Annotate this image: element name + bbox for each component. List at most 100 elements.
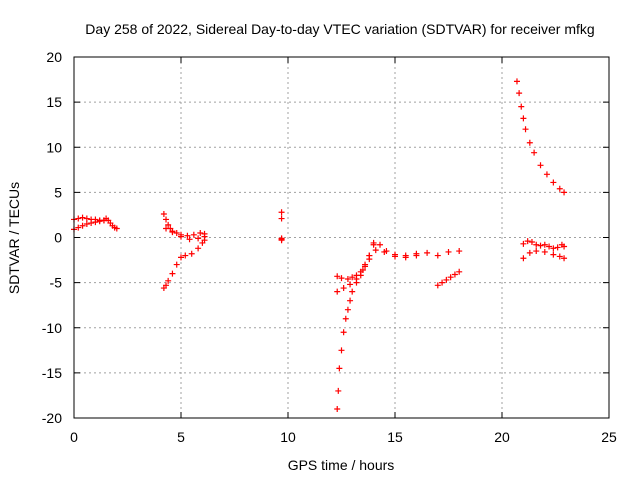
data-point [537, 162, 544, 169]
data-point [195, 235, 202, 242]
data-point [165, 277, 172, 284]
data-point [349, 288, 356, 295]
data-point [165, 221, 172, 228]
series-arc-17h [434, 268, 463, 289]
series-arc-21h-flat [520, 238, 568, 252]
data-point [531, 149, 538, 156]
data-point [443, 276, 450, 283]
y-tick-label: -10 [42, 320, 62, 336]
data-point [336, 365, 343, 372]
data-point [338, 347, 345, 354]
y-tick-label: 20 [46, 49, 62, 65]
data-point [434, 282, 441, 289]
data-point [340, 285, 347, 292]
data-point [541, 248, 548, 255]
data-point [186, 236, 193, 243]
data-point [349, 274, 356, 281]
y-tick-label: 15 [46, 94, 62, 110]
data-point [561, 189, 568, 196]
data-point [96, 218, 103, 225]
data-point [347, 281, 354, 288]
x-tick-label: 20 [494, 429, 510, 445]
series-arc-04h-mid [163, 225, 208, 243]
data-point [413, 250, 420, 257]
data-point [526, 139, 533, 146]
data-point [338, 275, 345, 282]
data-point [178, 254, 184, 261]
series-arc-12h-deep [334, 241, 377, 412]
data-point [334, 273, 341, 280]
data-point [556, 253, 563, 260]
axis-ticks: 0 5 10 15 20 25 -20 -15 -10 -5 0 5 10 15 20 [42, 49, 617, 445]
y-tick-label: 5 [54, 184, 62, 200]
data-point [163, 216, 170, 223]
data-point [372, 247, 379, 254]
data-point [178, 233, 184, 240]
data-point [550, 245, 557, 252]
data-point [392, 251, 398, 258]
data-point [546, 243, 553, 250]
data-point [513, 78, 520, 85]
series-arc-09h [278, 209, 285, 244]
data-point [344, 306, 351, 313]
data-point [550, 179, 557, 186]
data-point [543, 171, 550, 178]
data-point [83, 215, 90, 222]
data-point [456, 268, 463, 275]
data-point [561, 255, 568, 262]
data-point [173, 229, 180, 236]
data-point [353, 276, 360, 283]
data-point [424, 249, 431, 256]
data-point [556, 185, 563, 192]
data-point [342, 315, 349, 322]
data-point [340, 329, 347, 336]
data-point [554, 244, 561, 251]
y-tick-label: -5 [50, 275, 63, 291]
data-point [173, 261, 180, 268]
data-point [526, 249, 533, 256]
data-point [88, 220, 95, 227]
data-point [518, 103, 525, 110]
data-point [188, 250, 195, 257]
data-point [537, 242, 544, 249]
x-tick-label: 25 [601, 429, 617, 445]
data-point [520, 115, 527, 122]
data-point [163, 225, 170, 232]
data-point [451, 271, 458, 278]
data-point [533, 241, 540, 248]
grid-lines [74, 57, 609, 418]
data-point [334, 288, 341, 295]
data-point [190, 231, 197, 238]
data-point [445, 248, 452, 255]
data-point [439, 279, 446, 286]
data-point [334, 405, 341, 412]
data-point [366, 256, 373, 263]
data-point [528, 239, 535, 246]
data-points [71, 78, 568, 412]
data-point [370, 239, 377, 246]
data-point [75, 224, 82, 231]
data-point [163, 282, 170, 289]
data-point [278, 209, 285, 216]
data-point [278, 237, 285, 244]
data-point [550, 251, 557, 258]
data-point [184, 232, 191, 239]
series-arc-12h-mid [334, 247, 420, 295]
data-point [160, 211, 167, 218]
data-point [561, 243, 568, 250]
series-arc-01h-short [103, 215, 120, 232]
y-axis-label: SDTVAR / TECUs [6, 182, 22, 294]
data-point [113, 225, 120, 232]
data-point [201, 233, 208, 240]
data-point [347, 297, 354, 304]
data-point [182, 252, 189, 259]
data-point [520, 240, 527, 247]
data-point [83, 220, 90, 227]
data-point [456, 248, 463, 255]
data-point [344, 276, 351, 283]
y-tick-label: -20 [42, 410, 62, 426]
data-point [79, 214, 86, 221]
data-point [522, 126, 529, 133]
chart-title: Day 258 of 2022, Sidereal Day-to-day VTE… [85, 21, 594, 37]
data-point [377, 241, 384, 248]
